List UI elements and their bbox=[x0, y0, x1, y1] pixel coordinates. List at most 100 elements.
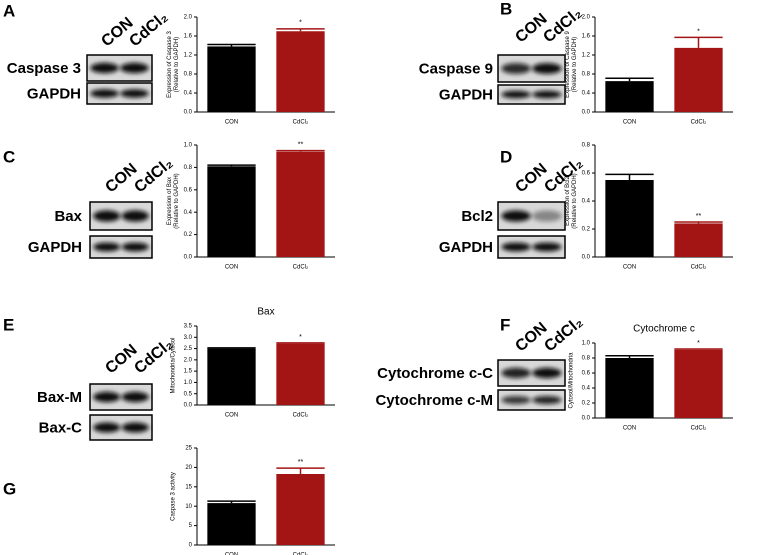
blot-band bbox=[532, 63, 562, 74]
bar bbox=[605, 81, 654, 112]
panel-letter: G bbox=[3, 479, 16, 498]
x-tick-label: CON bbox=[623, 426, 636, 432]
y-tick-label: 25 bbox=[185, 446, 192, 452]
y-tick-label: 1.5 bbox=[184, 369, 193, 375]
y-tick-label: 0.0 bbox=[184, 255, 193, 261]
y-tick-label: 0 bbox=[189, 543, 193, 549]
y-tick-label: 5 bbox=[189, 523, 193, 529]
band-label: Bcl2 bbox=[461, 208, 493, 225]
blot-band bbox=[93, 242, 121, 252]
y-tick-label: 1.6 bbox=[582, 34, 591, 40]
bar bbox=[674, 47, 723, 112]
y-axis-label: Expression of Bcl2 bbox=[565, 175, 571, 225]
blot-band bbox=[93, 210, 121, 222]
bar bbox=[276, 343, 325, 405]
y-tick-label: 2.5 bbox=[184, 346, 193, 352]
y-tick-label: 0.0 bbox=[582, 110, 591, 116]
bar bbox=[276, 473, 325, 545]
bar bbox=[207, 166, 256, 257]
band-label: Caspase 9 bbox=[419, 60, 493, 77]
x-tick-label: CON bbox=[225, 413, 238, 419]
band-label: Bax-M bbox=[37, 389, 82, 406]
band-label: Cytochrome c-M bbox=[375, 392, 493, 409]
y-axis-label: Caspase 3 activity bbox=[171, 472, 177, 521]
y-tick-label: 1.0 bbox=[582, 341, 591, 347]
bar bbox=[605, 180, 654, 257]
y-tick-label: 2.0 bbox=[582, 15, 591, 21]
lane-label: CdCl₂ bbox=[541, 314, 586, 356]
lane-label: CON bbox=[102, 160, 140, 196]
band-label: GAPDH bbox=[27, 85, 81, 102]
x-tick-label: CdCl₂ bbox=[691, 265, 707, 271]
x-tick-label: CdCl₂ bbox=[293, 265, 309, 271]
y-tick-label: 20 bbox=[185, 465, 192, 471]
chart-title: Cytochrome c bbox=[633, 324, 695, 335]
significance-label: * bbox=[299, 20, 302, 27]
blot-band bbox=[93, 391, 121, 403]
blot-band bbox=[501, 210, 531, 222]
x-tick-label: CdCl₂ bbox=[293, 413, 309, 419]
y-tick-label: 0.0 bbox=[582, 416, 591, 422]
blot-band bbox=[501, 396, 531, 404]
y-tick-label: 10 bbox=[185, 504, 192, 510]
band-label: Caspase 3 bbox=[7, 60, 81, 77]
y-tick-label: 2.0 bbox=[184, 15, 193, 21]
band-label: Cytochrome c-C bbox=[377, 365, 493, 382]
bar bbox=[276, 151, 325, 257]
blot-band bbox=[532, 242, 562, 252]
lane-label: CON bbox=[512, 319, 550, 355]
y-axis-label: (Relative to GAPDH) bbox=[174, 37, 180, 92]
x-tick-label: CON bbox=[623, 120, 636, 126]
y-tick-label: 0.4 bbox=[184, 210, 193, 216]
y-tick-label: 2.0 bbox=[184, 357, 193, 363]
blot-band bbox=[121, 391, 149, 403]
y-tick-label: 1.2 bbox=[582, 53, 591, 59]
panel-letter: A bbox=[3, 1, 15, 20]
x-tick-label: CON bbox=[623, 265, 636, 271]
bar bbox=[207, 503, 256, 545]
blot-box bbox=[86, 82, 153, 105]
y-tick-label: 1.0 bbox=[184, 380, 193, 386]
y-axis-label: (Relative to GAPDH) bbox=[572, 37, 578, 92]
panel-letter: F bbox=[500, 315, 510, 334]
panel-letter: B bbox=[500, 0, 512, 18]
blot-band bbox=[532, 396, 562, 404]
y-tick-label: 0.8 bbox=[582, 72, 591, 78]
y-tick-label: 0.4 bbox=[582, 91, 591, 97]
y-tick-label: 1.0 bbox=[184, 143, 193, 149]
blot-band bbox=[93, 422, 121, 433]
blot-band bbox=[532, 90, 562, 99]
blot-band bbox=[121, 210, 149, 222]
y-tick-label: 0.2 bbox=[582, 227, 591, 233]
y-tick-label: 3.0 bbox=[184, 335, 193, 341]
blot-box bbox=[89, 235, 153, 259]
significance-label: ** bbox=[298, 141, 304, 148]
blot-band bbox=[121, 422, 149, 433]
y-tick-label: 0.8 bbox=[184, 165, 193, 171]
x-tick-label: CdCl₂ bbox=[293, 120, 309, 126]
x-tick-label: CON bbox=[225, 553, 238, 555]
blot-band bbox=[121, 242, 149, 252]
y-tick-label: 0.4 bbox=[582, 199, 591, 205]
lane-label: CdCl₂ bbox=[541, 155, 586, 197]
x-tick-label: CON bbox=[225, 120, 238, 126]
y-tick-label: 0.8 bbox=[582, 143, 591, 149]
band-label: Bax bbox=[54, 208, 82, 225]
blot-band bbox=[501, 90, 531, 99]
blot-box bbox=[497, 389, 566, 411]
significance-label: * bbox=[697, 28, 700, 35]
band-label: GAPDH bbox=[439, 239, 493, 256]
bar bbox=[207, 46, 256, 113]
lane-label: CON bbox=[102, 341, 140, 377]
y-tick-label: 0.0 bbox=[582, 255, 591, 261]
blot-box bbox=[497, 84, 566, 105]
blot-band bbox=[532, 210, 562, 222]
significance-label: * bbox=[697, 340, 700, 347]
y-tick-label: 0.5 bbox=[184, 391, 193, 397]
bar bbox=[207, 348, 256, 405]
y-tick-label: 0.6 bbox=[582, 371, 591, 377]
x-tick-label: CdCl₂ bbox=[691, 120, 707, 126]
x-tick-label: CON bbox=[225, 265, 238, 271]
bar bbox=[276, 31, 325, 112]
